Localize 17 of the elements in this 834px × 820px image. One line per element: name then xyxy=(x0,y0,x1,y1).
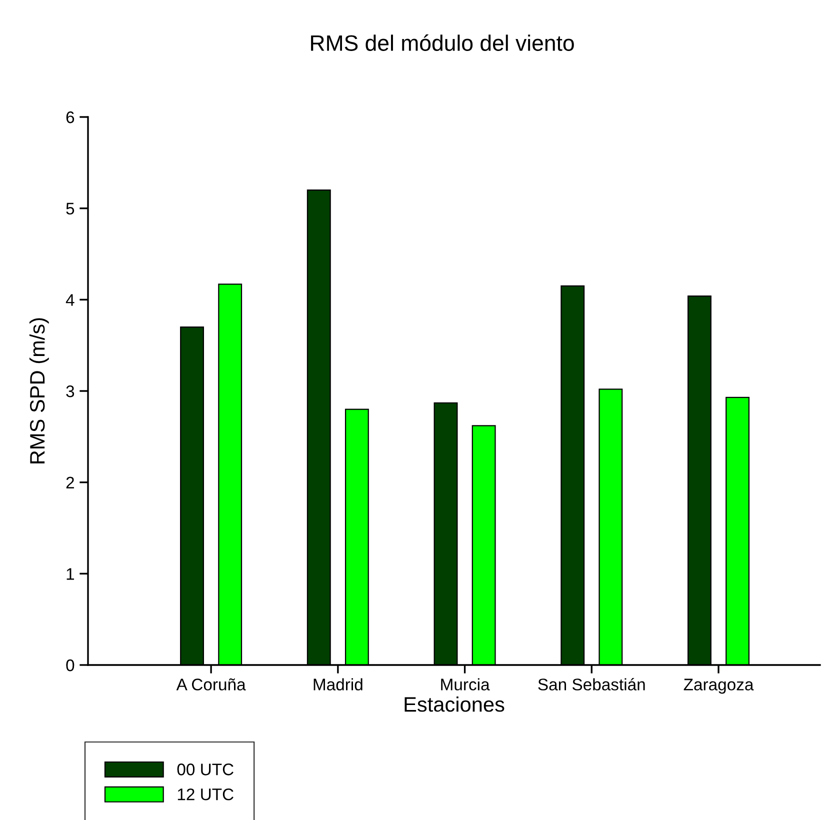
legend-label: 00 UTC xyxy=(177,764,234,776)
y-tick-label: 0 xyxy=(66,659,74,672)
y-tick-label: 2 xyxy=(66,476,74,488)
y-tick-label: 6 xyxy=(66,111,74,124)
y-tick-label: 3 xyxy=(66,385,74,398)
x-tick-label: Murcia xyxy=(441,678,490,690)
y-tick-label: 5 xyxy=(66,202,74,215)
chart-title: RMS del módulo del viento xyxy=(311,34,574,51)
x-tick-label: A Coruña xyxy=(176,678,246,690)
x-tick-label: San Sebastián xyxy=(538,678,645,690)
x-tick-label: Zaragoza xyxy=(684,678,754,694)
y-tick-label: 4 xyxy=(66,294,74,306)
y-axis-title: RMS SPD (m/s) xyxy=(29,318,49,464)
x-tick-label: Madrid xyxy=(314,678,362,690)
legend-label: 12 UTC xyxy=(178,788,234,800)
y-tick-label: 1 xyxy=(66,568,74,580)
x-axis-title: Estaciones xyxy=(404,696,504,712)
